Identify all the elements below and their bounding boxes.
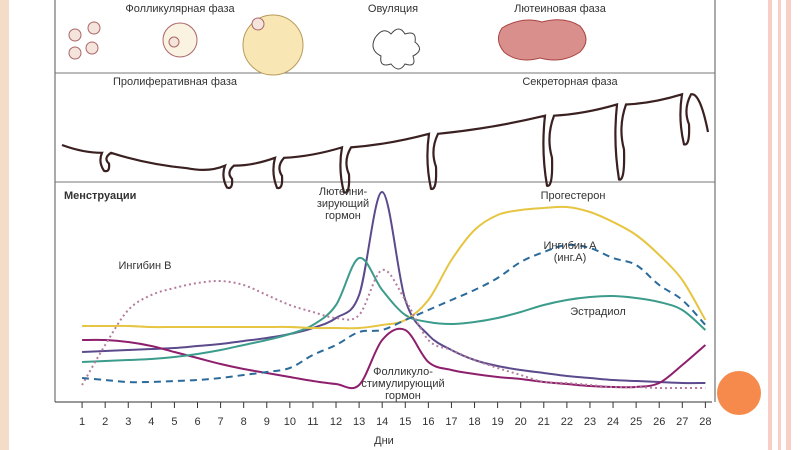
x-tick-label: 11 (307, 416, 318, 428)
x-tick-label: 28 (699, 416, 711, 428)
x-tick-label: 24 (607, 416, 619, 428)
series-line (82, 256, 707, 363)
series-label: Фолликуло- стимулирующий гормон (361, 366, 445, 402)
x-axis-label: Дни (374, 435, 394, 447)
series-label: Ингибин В (118, 260, 172, 272)
series-label: Ингибин А (инг.А) (543, 240, 597, 264)
x-tick-label: 27 (676, 416, 688, 428)
x-tick-label: 12 (330, 416, 342, 428)
series-line (82, 190, 706, 385)
series-label: Прогестерон (540, 190, 606, 202)
x-tick-label: 3 (125, 416, 131, 428)
phase-label: Секреторная фаза (522, 76, 618, 88)
x-tick-label: 7 (218, 416, 224, 428)
endometrium (61, 92, 710, 194)
menstruation-label: Менструации (64, 190, 136, 202)
x-tick-label: 5 (171, 416, 177, 428)
series-line (81, 268, 706, 390)
x-tick-label: 22 (561, 416, 573, 428)
x-tick-label: 13 (353, 416, 365, 428)
page-edge (0, 0, 9, 450)
x-tick-label: 16 (422, 416, 434, 428)
x-tick-label: 1 (79, 416, 85, 428)
series-label: Эстрадиол (570, 306, 626, 318)
x-tick-label: 25 (630, 416, 642, 428)
phase-label: Пролиферативная фаза (113, 76, 238, 88)
phase-label: Овуляция (368, 3, 418, 15)
phase-label: Фолликулярная фаза (125, 3, 235, 15)
stripe (778, 0, 781, 450)
x-tick-label: 2 (102, 416, 108, 428)
x-tick-label: 19 (491, 416, 503, 428)
series-line (82, 205, 707, 330)
x-tick-label: 4 (148, 416, 154, 428)
x-tick-label: 20 (515, 416, 527, 428)
follicles (68, 14, 587, 76)
x-tick-label: 26 (653, 416, 665, 428)
phase-label: Лютеиновая фаза (514, 3, 607, 15)
x-tick-label: 14 (376, 416, 388, 428)
x-tick-label: 18 (468, 416, 480, 428)
x-tick-label: 17 (445, 416, 457, 428)
series-label: Лютеини- зирующий гормон (316, 186, 370, 222)
x-tick-label: 23 (584, 416, 596, 428)
x-tick-label: 15 (399, 416, 411, 428)
x-tick-label: 10 (284, 416, 296, 428)
slide-dot (717, 371, 761, 415)
stripe (768, 0, 772, 450)
x-tick-label: 9 (264, 416, 270, 428)
x-tick-label: 21 (538, 416, 550, 428)
stripe (786, 0, 791, 450)
x-tick-label: 6 (194, 416, 200, 428)
x-tick-label: 8 (241, 416, 247, 428)
